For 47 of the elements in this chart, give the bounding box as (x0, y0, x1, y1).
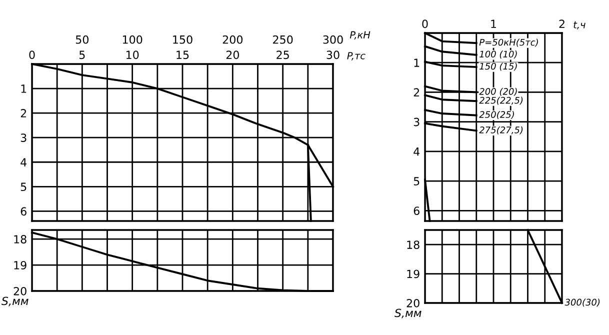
x-tick-label: 15 (176, 50, 189, 60)
x2-tick-label: 150 (173, 35, 192, 44)
series-label: P=50кН(5тс) (479, 38, 538, 47)
y-tick-label: 19 (14, 261, 26, 270)
x-tick-label: 1 (491, 20, 496, 28)
x-tick-label: 10 (126, 50, 139, 60)
series-label: 250(25) (479, 110, 514, 119)
y-axis-title: S,мм (394, 308, 422, 318)
x-axis-title: P,тс (347, 52, 366, 60)
x2-tick-label: 100 (122, 35, 142, 44)
y-axis-title: S,мм (2, 296, 28, 306)
x2-tick-label: 300 (323, 35, 343, 44)
y-tick-label: 18 (407, 240, 420, 249)
y-tick-label: 3 (20, 134, 26, 142)
y-tick-label: 2 (414, 88, 420, 96)
x-tick-label: 25 (276, 50, 289, 60)
series-label: 275(27,5) (479, 126, 523, 134)
y-tick-label: 4 (414, 148, 420, 156)
y-tick-label: 20 (14, 286, 26, 296)
y-tick-label: 4 (20, 158, 27, 166)
x-tick-label: 30 (326, 50, 340, 60)
series-label: 100 (10) (480, 50, 517, 59)
x2-tick-label: 200 (222, 35, 243, 44)
x-axis-title: t,ч (574, 21, 586, 30)
y-tick-label: 6 (414, 206, 420, 216)
y-tick-label: 19 (407, 270, 420, 278)
x-tick-label: 20 (226, 50, 239, 60)
x-tick-label: 5 (79, 50, 85, 60)
x-tick-label: 0 (422, 20, 428, 28)
y-tick-label: 3 (414, 118, 420, 126)
x2-tick-label: 50 (76, 35, 88, 44)
x-tick-label: 0 (29, 50, 35, 60)
series-label: 200 (20) (479, 88, 517, 96)
y-tick-label: 5 (20, 182, 26, 192)
y-tick-label: 18 (14, 235, 26, 244)
series-label: 225(22,5) (479, 96, 523, 105)
x2-axis-title: P,кН (350, 31, 370, 40)
series-label: 300(30) (564, 298, 600, 307)
y-tick-label: 2 (20, 109, 26, 118)
y-tick-label: 1 (21, 84, 26, 93)
y-tick-label: 6 (20, 207, 26, 216)
y-tick-label: 1 (414, 58, 420, 67)
y-tick-label: 20 (406, 298, 420, 308)
x-tick-label: 2 (559, 20, 564, 28)
series-label: 150 (15) (480, 62, 517, 71)
y-tick-label: 5 (414, 177, 420, 186)
x2-tick-label: 250 (273, 35, 293, 44)
